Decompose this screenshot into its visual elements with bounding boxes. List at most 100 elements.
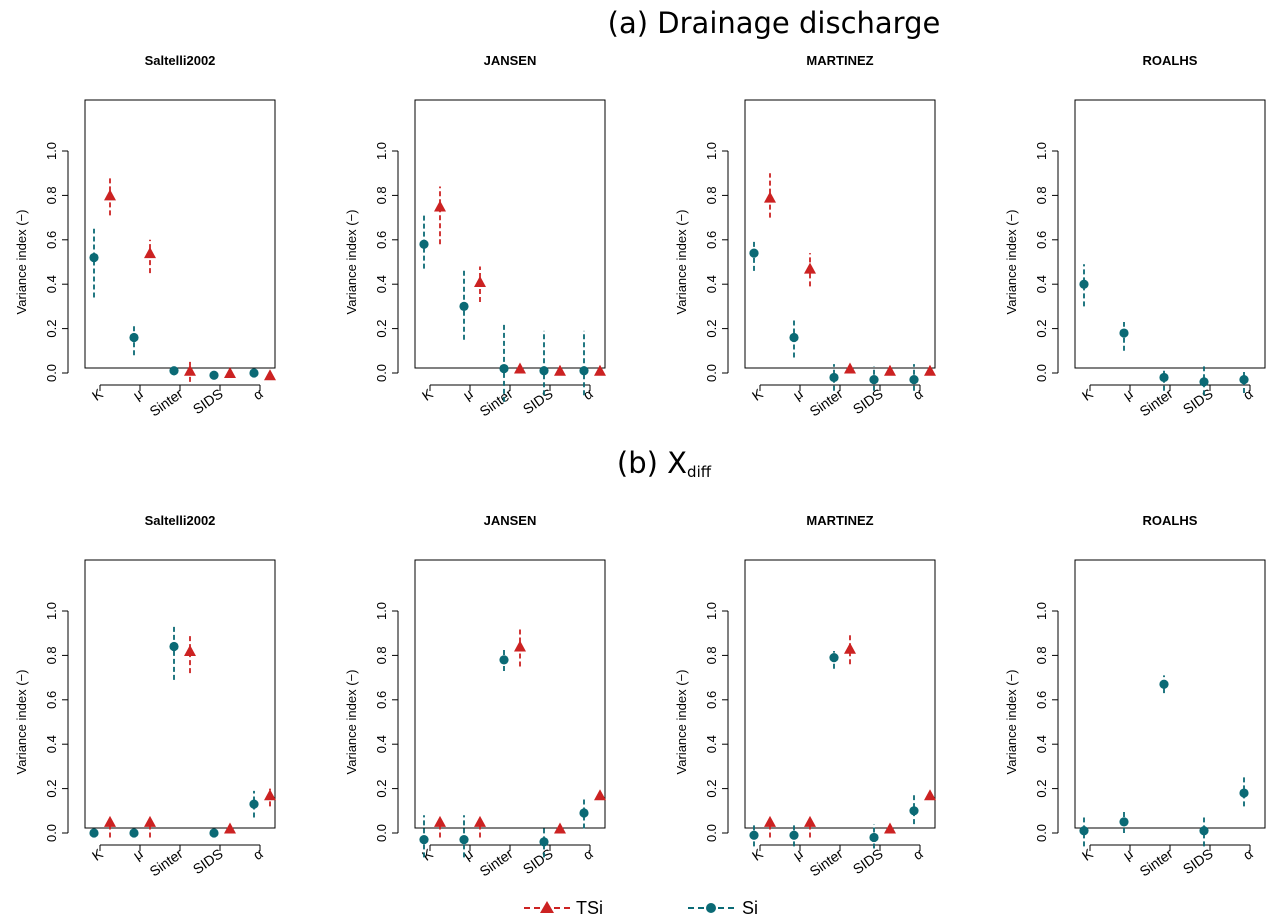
si-point (499, 363, 509, 374)
si-point (1079, 279, 1089, 289)
row-a-title-main: (a) Drainage discharge (607, 6, 941, 40)
si-point (499, 655, 509, 665)
y-axis-label: Variance index (−) (674, 670, 689, 775)
si-point (909, 806, 919, 816)
y-tick-label: 0.8 (44, 186, 59, 204)
tsi-point (104, 815, 116, 827)
si-point (789, 830, 799, 840)
y-tick-label: 0.2 (44, 780, 59, 798)
x-tick-label: μ (1120, 845, 1136, 863)
y-tick-label: 0.6 (704, 691, 719, 709)
y-tick-label: 0.0 (44, 364, 59, 382)
x-tick-label-group: K (749, 385, 766, 404)
x-tick-label-group: μ (790, 385, 806, 403)
y-axis-label: Variance index (−) (344, 210, 359, 315)
x-tick-label: α (910, 845, 926, 863)
x-tick-label: μ (460, 845, 476, 863)
si-point (249, 368, 259, 378)
x-tick-label-group: μ (460, 385, 476, 403)
y-tick-label: 0.8 (1034, 646, 1049, 664)
y-tick-label: 0.6 (704, 231, 719, 249)
x-tick-label-group: μ (1120, 845, 1136, 863)
plot-frame (84, 559, 276, 829)
si-point (1199, 377, 1209, 387)
si-point (209, 370, 219, 380)
y-tick-label: 0.0 (1034, 824, 1049, 842)
si-point (829, 372, 839, 383)
tsi-point (594, 789, 606, 801)
si-point (909, 375, 919, 385)
tsi-point (144, 247, 156, 259)
y-tick-label: 0.4 (374, 735, 389, 753)
x-tick-label-group: K (419, 385, 436, 404)
tsi-point (224, 367, 236, 378)
tsi-point (264, 789, 276, 801)
x-tick-label: μ (1120, 385, 1136, 403)
chart-panel: MARTINEZ 0.0 0.2 0.4 0.6 0.8 1.0 Variance index… (674, 513, 936, 879)
x-tick-label-group: α (580, 385, 596, 403)
x-tick-label: α (1240, 845, 1256, 863)
tsi-point (434, 815, 446, 827)
tsi-point (264, 369, 276, 381)
panel-title: JANSEN (484, 53, 537, 68)
plot-frame (1074, 99, 1266, 369)
y-tick-label: 0.0 (704, 364, 719, 382)
y-tick-label: 1.0 (374, 602, 389, 620)
y-tick-label: 1.0 (1034, 142, 1049, 160)
row-a-title: (a) Drainage discharge (130, 6, 1288, 41)
x-tick-label: μ (790, 845, 806, 863)
y-tick-label: 1.0 (374, 142, 389, 160)
y-tick-label: 0.4 (1034, 735, 1049, 753)
tsi-point (804, 262, 816, 274)
legend-si-marker (706, 903, 716, 913)
tsi-point (804, 815, 816, 827)
y-tick-label: 0.4 (374, 275, 389, 293)
x-tick-label-group: μ (130, 385, 146, 403)
x-tick-label-group: μ (460, 845, 476, 863)
y-tick-label: 0.2 (704, 320, 719, 338)
legend-tsi-label: TSi (576, 898, 603, 918)
si-point (1079, 826, 1089, 836)
x-tick-label-group: K (419, 845, 436, 864)
plot-frame (84, 99, 276, 369)
row-b-title-main: (b) X (616, 446, 688, 480)
y-tick-label: 0.4 (704, 735, 719, 753)
y-tick-label: 1.0 (1034, 602, 1049, 620)
x-tick-label: K (89, 385, 106, 404)
y-tick-label: 0.8 (374, 186, 389, 204)
tsi-point (224, 822, 236, 834)
panel-title: MARTINEZ (806, 53, 873, 68)
y-axis-label: Variance index (−) (674, 210, 689, 315)
x-tick-label-group: α (250, 385, 266, 403)
y-tick-label: 0.6 (1034, 231, 1049, 249)
tsi-point (474, 815, 486, 827)
si-point (89, 252, 99, 263)
y-tick-label: 0.2 (44, 320, 59, 338)
x-tick-label: μ (460, 385, 476, 403)
tsi-point (184, 644, 196, 656)
x-tick-label-group: K (89, 385, 106, 404)
panel-title: Saltelli2002 (145, 513, 216, 528)
y-tick-label: 1.0 (44, 602, 59, 620)
si-point (419, 239, 429, 249)
tsi-point (474, 275, 486, 287)
si-point (1239, 788, 1249, 798)
x-tick-label: K (749, 845, 766, 864)
row-b-title: (b) Xdiff (20, 446, 1288, 481)
si-point (129, 332, 139, 343)
legend-si-label: Si (742, 898, 758, 918)
y-tick-label: 1.0 (44, 142, 59, 160)
tsi-point (514, 640, 526, 652)
tsi-point (844, 362, 856, 374)
y-tick-label: 0.0 (374, 364, 389, 382)
y-tick-label: 1.0 (704, 602, 719, 620)
x-tick-label-group: μ (130, 845, 146, 863)
chart-panel: ROALHS 0.0 0.2 0.4 0.6 0.8 1.0 Variance index (… (1004, 53, 1266, 419)
si-point (1159, 679, 1169, 689)
plot-frame (414, 559, 606, 829)
plot-frame (744, 559, 936, 829)
y-tick-label: 0.2 (374, 780, 389, 798)
y-tick-label: 0.4 (44, 735, 59, 753)
tsi-point (184, 364, 196, 376)
y-tick-label: 0.8 (1034, 186, 1049, 204)
